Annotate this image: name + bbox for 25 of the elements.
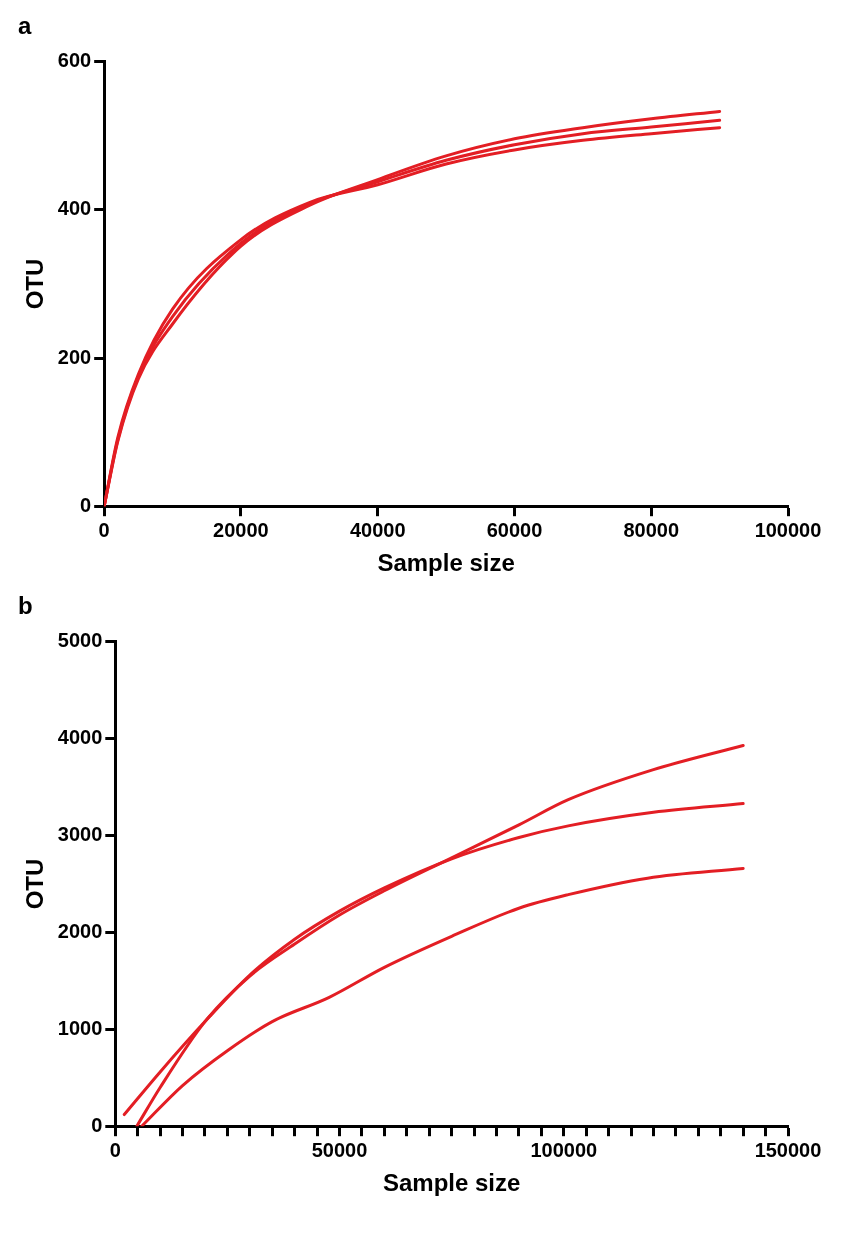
chart-title: a xyxy=(18,12,32,40)
x-tick-label: 100000 xyxy=(530,1138,598,1161)
y-tick-label: 0 xyxy=(91,1113,103,1136)
x-tick-label: 20000 xyxy=(213,518,269,541)
y-tick-label: 4000 xyxy=(57,726,103,749)
chart-title: b xyxy=(18,592,33,620)
x-tick-label: 100000 xyxy=(754,518,822,541)
y-tick-label: 0 xyxy=(80,493,92,516)
x-axis-title: Sample size xyxy=(377,549,515,577)
y-tick-label: 200 xyxy=(57,345,92,368)
x-axis-title: Sample size xyxy=(382,1169,521,1197)
y-axis-title: OTU xyxy=(21,858,49,910)
x-tick-label: 60000 xyxy=(486,518,543,541)
x-tick-label: 40000 xyxy=(349,518,406,541)
y-axis-title: OTU xyxy=(21,258,49,310)
y-tick-label: 1000 xyxy=(57,1016,103,1039)
x-tick-label: 50000 xyxy=(311,1138,368,1161)
x-tick-label: 80000 xyxy=(623,518,680,541)
y-tick-label: 3000 xyxy=(57,823,103,846)
y-tick-label: 5000 xyxy=(57,629,103,652)
y-tick-label: 400 xyxy=(57,197,92,220)
x-tick-label: 150000 xyxy=(754,1138,822,1161)
y-tick-label: 2000 xyxy=(57,919,103,942)
y-tick-label: 600 xyxy=(57,49,92,72)
x-tick-label: 0 xyxy=(109,1138,121,1161)
